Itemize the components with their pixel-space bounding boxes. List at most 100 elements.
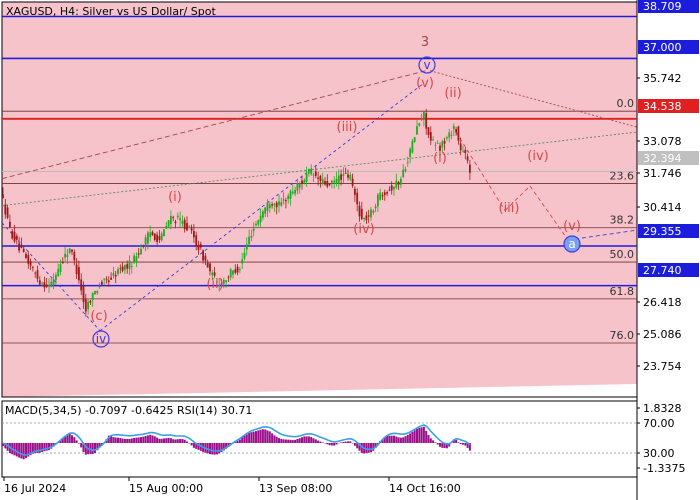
candle [441, 139, 444, 154]
candle-body [87, 301, 89, 310]
candle-body [110, 277, 112, 280]
wave-circle-label: iv [92, 330, 110, 348]
price-tick-box [638, 151, 699, 165]
candle [291, 184, 294, 195]
price-tick-label: 27.740 [643, 264, 682, 277]
candle [190, 224, 193, 234]
candle [179, 211, 181, 228]
candle [98, 282, 101, 289]
candle-body [218, 285, 221, 286]
candle-body [239, 269, 241, 271]
price-tick: 27.740 [638, 263, 699, 277]
candle-body [183, 219, 186, 229]
candle [156, 231, 158, 246]
candle-body [354, 188, 356, 195]
price-tick: 30.414 [637, 201, 682, 214]
candle [38, 276, 41, 286]
candle-body [135, 256, 138, 262]
candle-body [351, 178, 354, 186]
candle-body [287, 195, 290, 200]
price-tick: 38.709 [638, 0, 699, 13]
price-tick-label: 23.754 [643, 360, 682, 373]
forecast-leg-1 [455, 131, 506, 211]
candle-body [434, 144, 437, 146]
candle [342, 167, 345, 183]
candle [34, 271, 37, 278]
x-tick: 16 Jul 2024 [3, 477, 66, 495]
candle-body [133, 255, 135, 262]
price-tick: 37.000 [638, 40, 699, 54]
candle [374, 203, 377, 213]
indicator-title-text: MACD(5,34,5) -0.7097 -0.6425 RSI(14) 30.… [5, 404, 253, 417]
candle [423, 111, 425, 127]
candle [397, 180, 400, 190]
fib-level-label: 50.0 [610, 248, 635, 261]
candle-body [43, 282, 46, 288]
candle-body [245, 244, 248, 250]
candle-body [333, 180, 336, 183]
candle [27, 251, 30, 269]
candle-body [278, 201, 280, 206]
candle-body [317, 177, 319, 179]
fib-level-label: 0.0 [617, 97, 635, 110]
candle-body [441, 141, 444, 148]
candle [209, 262, 211, 276]
x-tick: 15 Aug 00:00 [128, 477, 203, 495]
candle-body [406, 162, 409, 164]
candle [310, 164, 313, 176]
price-tick: 31.746 [637, 167, 682, 180]
candle-body [149, 232, 152, 238]
candle-body [98, 286, 101, 288]
candle [140, 243, 142, 255]
candle-body [156, 234, 158, 242]
candle [158, 229, 161, 243]
candle-body [36, 270, 39, 279]
indicator-tick: -1.3375 [637, 462, 685, 475]
candle-body [195, 235, 198, 246]
candle [264, 206, 267, 217]
candle-body [153, 233, 156, 240]
candle [266, 199, 269, 217]
candle [206, 259, 209, 268]
candle [25, 252, 27, 260]
candle-body [13, 231, 16, 242]
candle-body [206, 262, 209, 268]
candle-body [190, 227, 193, 231]
candle-body [409, 148, 411, 157]
candle [22, 246, 25, 253]
candle-body [78, 267, 80, 281]
candle [59, 259, 62, 276]
candle [197, 240, 200, 255]
price-tick-label: 33.078 [643, 135, 682, 148]
candle [429, 126, 432, 146]
candle [147, 230, 149, 250]
candle-body [114, 274, 117, 277]
candle [13, 225, 16, 244]
candle [227, 275, 230, 283]
x-tick: 13 Sep 08:00 [258, 477, 332, 495]
candle-body [347, 174, 349, 178]
candle-body [147, 232, 149, 244]
price-tick: 33.078 [637, 135, 682, 148]
price-tick-box [638, 0, 699, 13]
candle [337, 169, 340, 190]
candle [301, 175, 303, 190]
wave-label: (iii) [499, 201, 520, 216]
candle-body [59, 264, 62, 273]
candle [425, 108, 428, 135]
candle-body [105, 279, 108, 281]
candle-body [167, 220, 170, 227]
price-tick: 34.538 [638, 99, 699, 113]
candle-body [107, 280, 110, 283]
candle [321, 172, 324, 186]
wave-label: 3 [421, 35, 429, 50]
candle [64, 246, 66, 263]
candle [333, 176, 336, 189]
candle [41, 281, 43, 286]
candle-body [101, 281, 103, 285]
candle [68, 247, 71, 254]
candle [176, 212, 179, 220]
candle-body [326, 181, 329, 187]
candle-body [466, 156, 469, 161]
candle-body [82, 285, 85, 303]
